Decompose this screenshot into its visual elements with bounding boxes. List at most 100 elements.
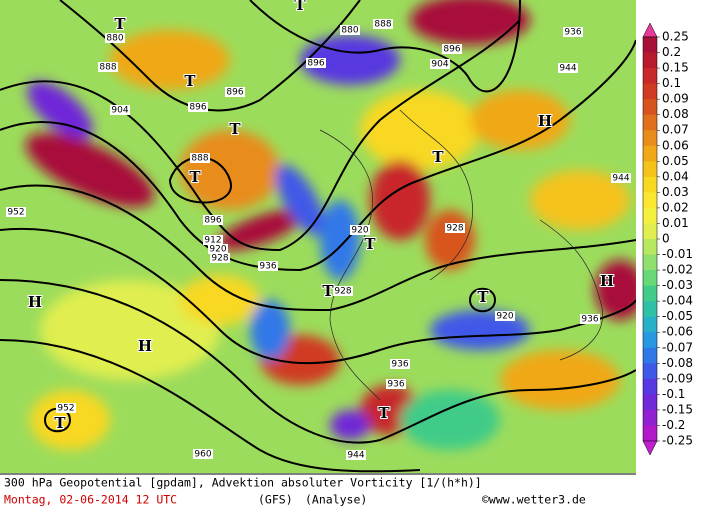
colorbar-segment <box>643 254 657 271</box>
label-box <box>350 225 370 235</box>
colorbar-segment <box>643 394 657 411</box>
contour-label: 944 <box>612 174 629 184</box>
colorbar-label: 0.04 <box>662 169 689 183</box>
colorbar-label: -0.08 <box>662 356 693 370</box>
label-box <box>340 25 360 35</box>
colorbar-segment <box>643 301 657 318</box>
label-box <box>98 62 118 72</box>
colorbar-segment <box>643 145 657 162</box>
contour-label: 928 <box>446 224 463 234</box>
colorbar-label: 0.05 <box>662 154 689 168</box>
map-title: 300 hPa Geopotential [gpdam], Advektion … <box>4 476 482 490</box>
pressure-center: T <box>364 235 376 253</box>
label-box <box>611 173 631 183</box>
colorbar-segment <box>643 347 657 364</box>
colorbar-label: -0.04 <box>662 294 693 308</box>
pressure-center: T <box>477 288 489 306</box>
colorbar-label: -0.15 <box>662 402 693 416</box>
contour-label: 912 <box>204 236 221 246</box>
label-box <box>445 223 465 233</box>
colorbar-segment <box>643 425 657 442</box>
pressure-center: T <box>189 168 201 186</box>
label-box <box>442 44 462 54</box>
contour-label: 936 <box>564 28 581 38</box>
label-box <box>563 27 583 37</box>
colorbar-top <box>642 22 658 38</box>
colorbar-segment <box>643 37 657 54</box>
label-box <box>333 286 353 296</box>
colorbar-label: -0.2 <box>662 418 685 432</box>
contour-label: 888 <box>191 154 208 164</box>
label-box <box>225 87 245 97</box>
colorbar-label: -0.03 <box>662 278 693 292</box>
contour-label: 952 <box>57 404 74 414</box>
pressure-center: H <box>28 293 42 311</box>
pressure-center: T <box>432 148 444 166</box>
pressure-center: T <box>114 15 126 33</box>
coastlines <box>319 109 603 401</box>
colorbar-bottom <box>642 440 658 456</box>
contour-label: 936 <box>581 315 598 325</box>
contour-label: 928 <box>211 254 228 264</box>
contour-label: 904 <box>111 106 128 116</box>
contour-label: 920 <box>496 312 513 322</box>
run-type: (Analyse) <box>305 493 367 507</box>
label-box <box>203 215 223 225</box>
contour-label: 920 <box>209 245 226 255</box>
pressure-center: H <box>538 112 552 130</box>
colorbar-segment <box>643 161 657 178</box>
contour-label: 944 <box>559 64 576 74</box>
contour-label: 896 <box>307 59 324 69</box>
pressure-center: T <box>54 414 66 432</box>
contour-labels: 8808888969048888969129209289369209289289… <box>6 19 631 461</box>
colorbar-label: 0.03 <box>662 185 689 199</box>
colorbar-segment <box>643 239 657 256</box>
colorbar-segment <box>643 285 657 302</box>
colorbar-segment <box>643 99 657 116</box>
colorbar-label: -0.07 <box>662 340 693 354</box>
contour-label: 888 <box>99 63 116 73</box>
vorticity-field <box>25 0 636 450</box>
contour-label: 936 <box>259 262 276 272</box>
colorbar-segment <box>643 270 657 287</box>
colorbar-segment <box>643 130 657 147</box>
colorbar-segment <box>643 68 657 85</box>
label-box <box>373 19 393 29</box>
colorbar-label: 0.06 <box>662 138 689 152</box>
label-box <box>208 244 228 254</box>
contour-label: 920 <box>351 226 368 236</box>
contour-label: 880 <box>341 26 358 36</box>
contour-label: 960 <box>194 450 211 460</box>
label-box <box>258 261 278 271</box>
colorbar-segment <box>643 176 657 193</box>
label-box <box>306 58 326 68</box>
contour-label: 896 <box>189 103 206 113</box>
colorbar-label: 0.09 <box>662 92 689 106</box>
colorbar-label: -0.05 <box>662 309 693 323</box>
label-box <box>105 33 125 43</box>
label-box <box>56 403 76 413</box>
colorbar-label: -0.06 <box>662 325 693 339</box>
contour-label: 944 <box>347 451 364 461</box>
colorbar-label: 0.1 <box>662 76 681 90</box>
model-name: (GFS) <box>258 493 293 507</box>
label-box <box>430 59 450 69</box>
contour-label: 928 <box>334 287 351 297</box>
label-box <box>6 207 26 217</box>
label-box <box>188 102 208 112</box>
contour-label: 896 <box>226 88 243 98</box>
label-box <box>580 314 600 324</box>
colorbar-segment <box>643 114 657 131</box>
colorbar-label: -0.09 <box>662 371 693 385</box>
colorbar-segment <box>643 409 657 426</box>
colorbar-segment <box>643 378 657 395</box>
map-area: 8808888969048888969129209289369209289289… <box>0 0 636 473</box>
colorbar-label: -0.25 <box>662 434 693 448</box>
contour-label: 888 <box>374 20 391 30</box>
pressure-centers: T T T T T T T T T T H H H H T <box>27 0 615 433</box>
label-box <box>558 63 578 73</box>
label-box <box>390 359 410 369</box>
pressure-center: H <box>600 272 614 290</box>
